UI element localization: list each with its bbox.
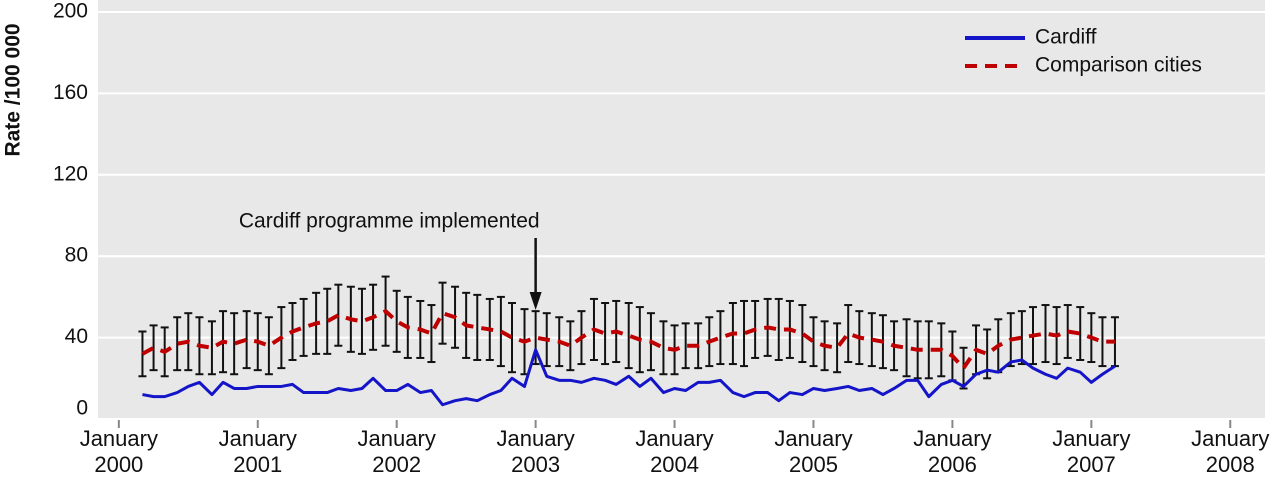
y-tick-label: 0 (76, 397, 88, 420)
legend-label: Cardiff (1035, 26, 1097, 49)
error-bar (844, 304, 853, 364)
x-tick-label: January 2002 (357, 426, 436, 477)
x-tick-label: January 2003 (496, 426, 575, 477)
error-bar (531, 310, 540, 366)
y-tick-label: 160 (53, 81, 88, 104)
error-bar (438, 281, 447, 345)
x-tick-label: January 2008 (1191, 426, 1270, 477)
error-bar (924, 320, 933, 380)
error-bar (427, 304, 436, 364)
x-tick-label: January 2001 (218, 426, 297, 477)
error-bar (1063, 304, 1072, 359)
error-bar (323, 287, 332, 355)
error-bar (392, 289, 401, 353)
x-tick-label: January 2006 (913, 426, 992, 477)
y-tick-label: 80 (65, 244, 88, 267)
error-bar (740, 299, 749, 368)
line-series (142, 348, 1116, 407)
error-bar (242, 310, 251, 370)
error-bar (1017, 310, 1026, 366)
error-bar (1041, 304, 1050, 364)
error-bar (230, 312, 239, 376)
error-bar (508, 302, 517, 374)
error-bar (496, 295, 505, 368)
error-bar (357, 287, 366, 355)
error-bar (566, 320, 575, 372)
error-bar (774, 297, 783, 361)
x-tick-label: January 2005 (774, 426, 853, 477)
annotation-arrowhead (529, 292, 542, 310)
error-bar (1076, 306, 1085, 361)
error-bar (798, 304, 807, 364)
x-tick-label: January 2004 (635, 426, 714, 477)
x-tick-label: January 2000 (79, 426, 158, 477)
error-bar (173, 316, 182, 372)
error-bar (681, 322, 690, 370)
x-tick-label: January 2007 (1052, 426, 1131, 477)
error-bar (959, 346, 968, 390)
error-bar (601, 302, 610, 366)
error-bar (833, 322, 842, 374)
annotation: Cardiff programme implemented (239, 210, 540, 233)
y-tick-label: 40 (65, 325, 88, 348)
error-bar (624, 302, 633, 370)
error-bar (809, 316, 818, 368)
error-bar (902, 318, 911, 378)
error-bar (716, 310, 725, 366)
error-bar (149, 324, 158, 372)
y-tick-label: 120 (53, 162, 88, 185)
error-bar (867, 312, 876, 368)
line-series (141, 309, 1115, 371)
error-bar (264, 316, 273, 376)
legend-label: Comparison cities (1035, 54, 1202, 77)
error-bar (1098, 316, 1107, 368)
error-bar (207, 320, 216, 376)
y-axis-label: Rate /100 000 (2, 23, 25, 156)
error-bar (659, 320, 668, 376)
error-bar (299, 297, 308, 357)
error-bar (473, 293, 482, 361)
error-bar (334, 283, 343, 347)
y-tick-label: 200 (53, 0, 88, 23)
